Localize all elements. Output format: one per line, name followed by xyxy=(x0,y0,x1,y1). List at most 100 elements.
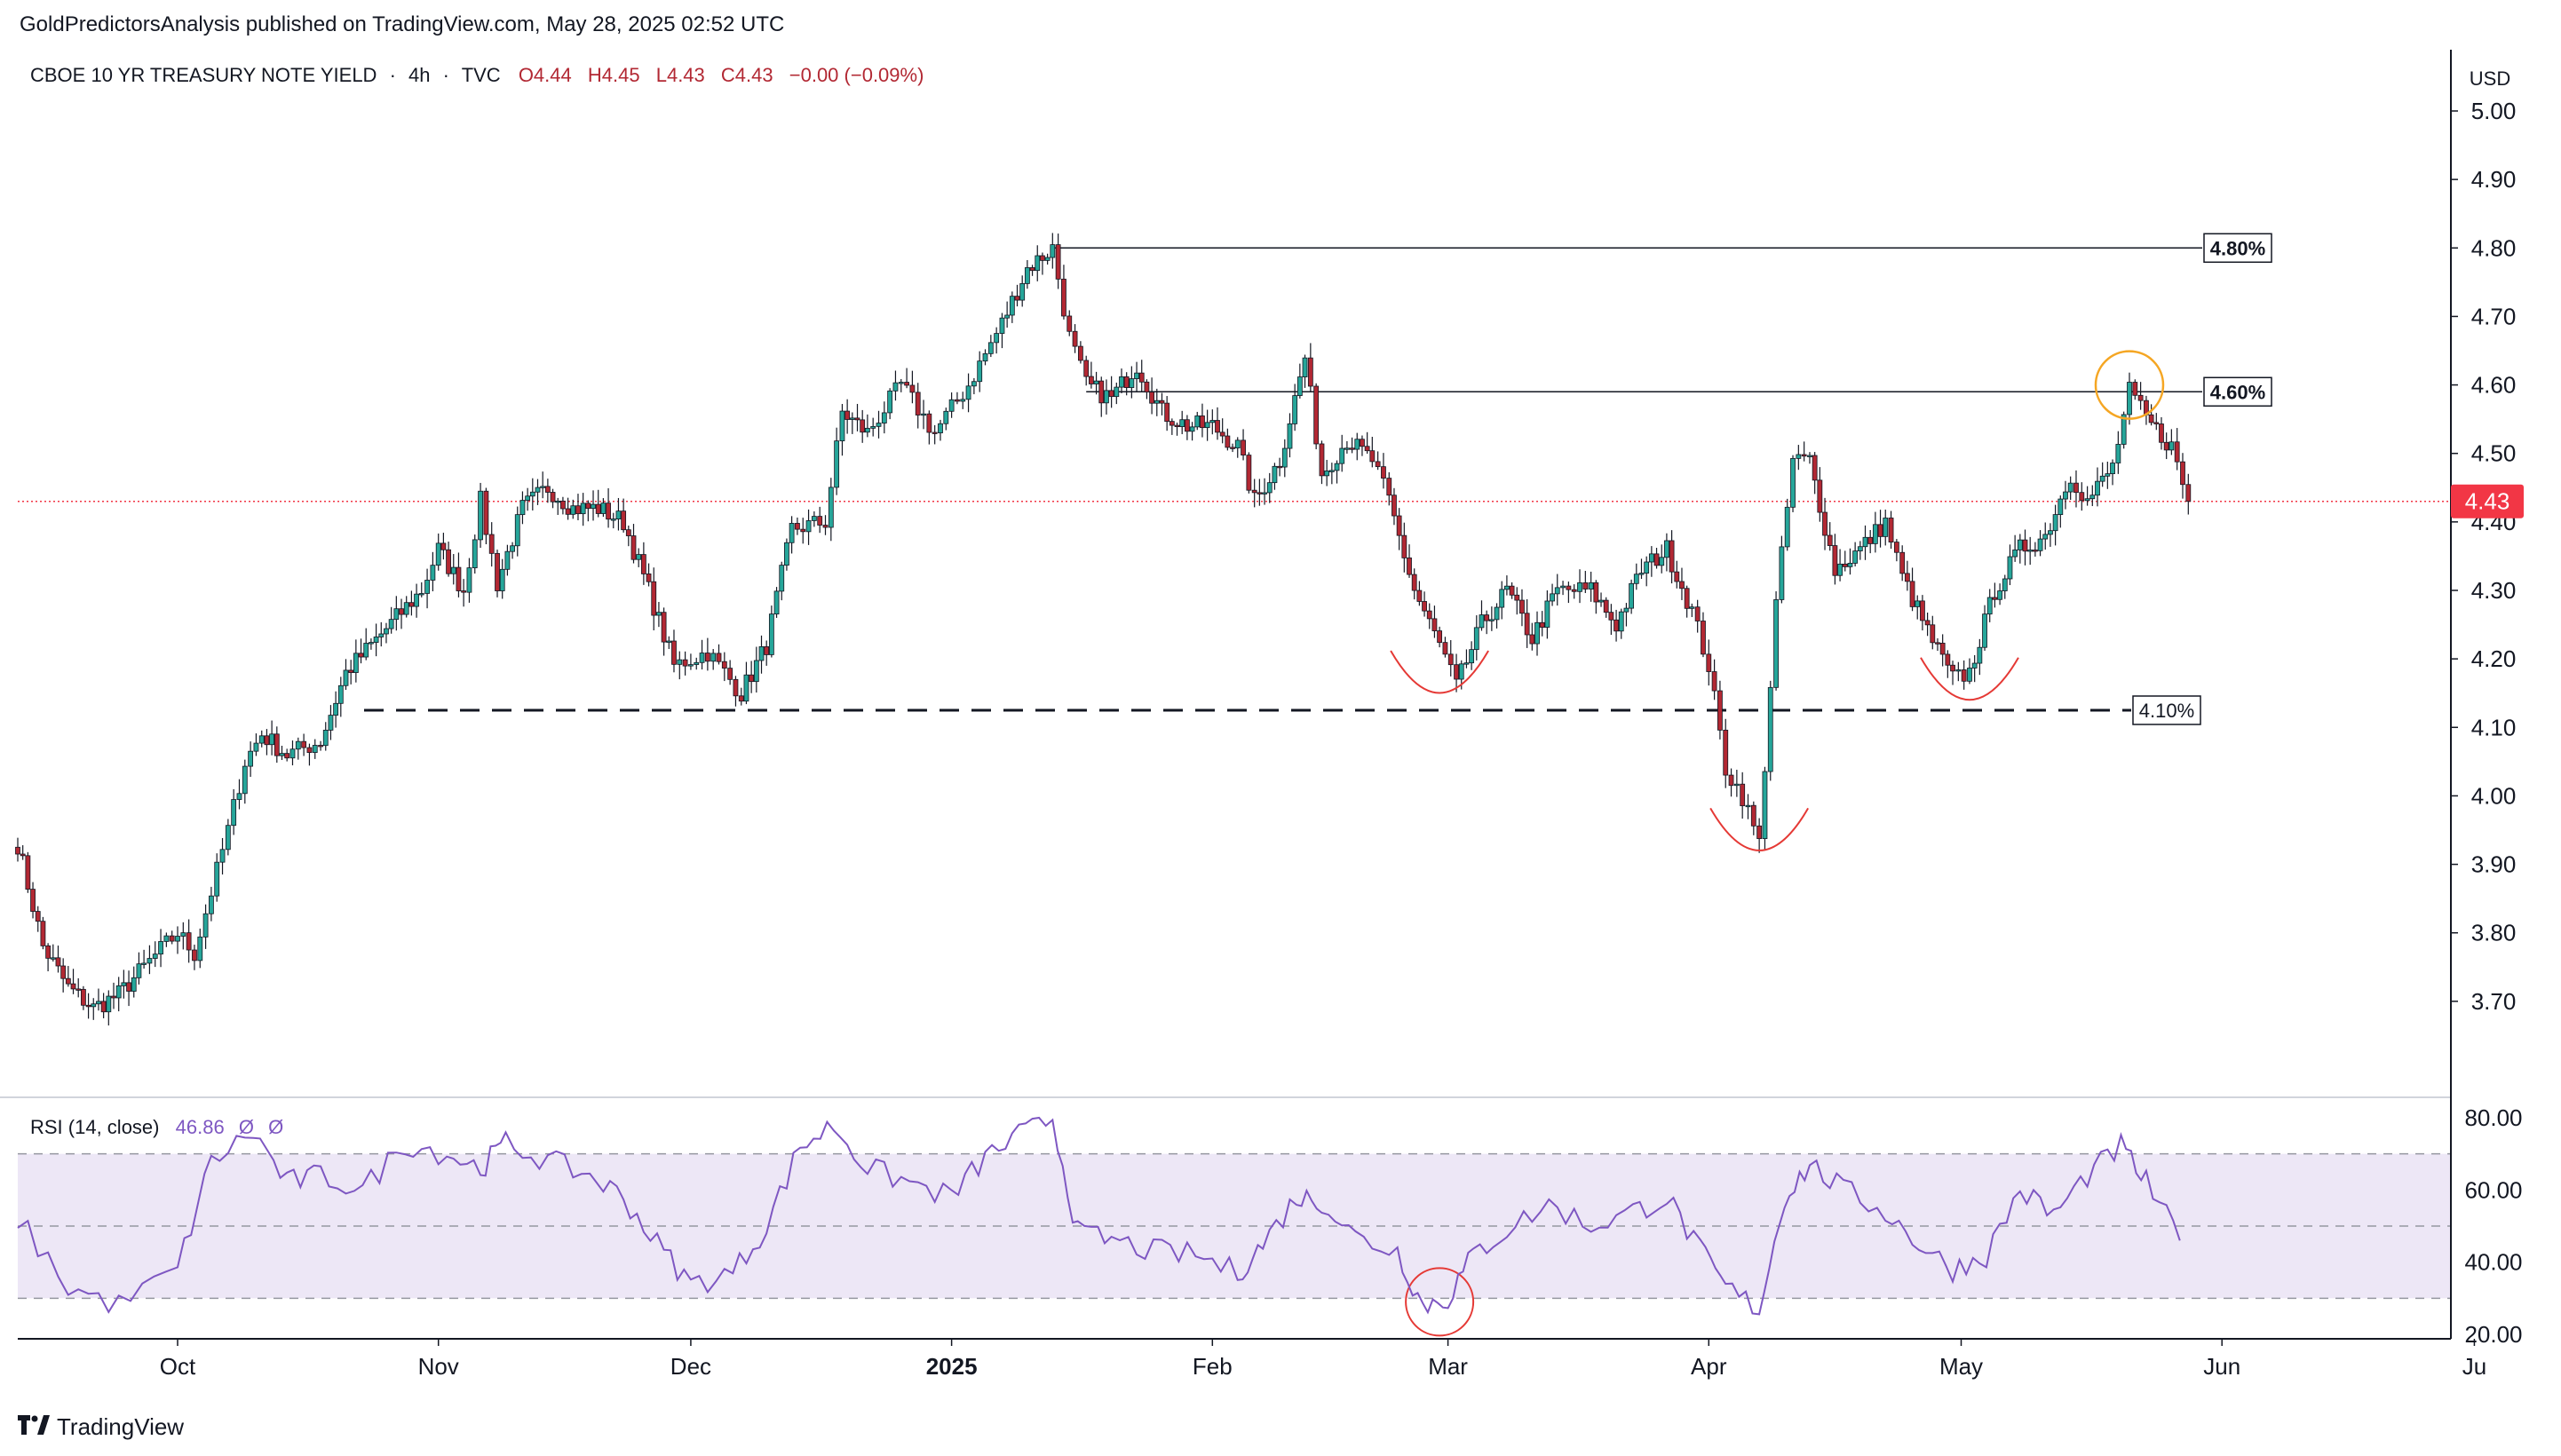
candle-body xyxy=(2185,484,2192,502)
candle-body xyxy=(1524,613,1530,636)
candle-body xyxy=(1717,690,1723,731)
candle-body xyxy=(1812,455,1818,481)
candle-body xyxy=(1266,482,1273,494)
pattern-annotations[interactable] xyxy=(1390,350,2165,1337)
candle-body xyxy=(1623,607,1629,613)
level-label-box xyxy=(2203,233,2272,264)
candle-body xyxy=(1251,489,1257,494)
candle-body xyxy=(2048,530,2053,535)
candle-body xyxy=(1035,255,1041,272)
candle-body xyxy=(1219,431,1225,437)
candle-body xyxy=(1442,642,1448,655)
level-label: 4.10% xyxy=(2139,700,2194,722)
candle-body xyxy=(1360,439,1365,447)
candle-body xyxy=(854,417,860,421)
candle-body xyxy=(1431,618,1438,631)
candle-body xyxy=(1588,582,1594,590)
candle-body xyxy=(1971,662,1978,669)
price-tick-label: 3.90 xyxy=(2471,851,2517,878)
candle-body xyxy=(909,384,916,393)
candle-body xyxy=(2084,498,2090,502)
horizontal-levels[interactable]: 4.80% 4.60% 4.10% xyxy=(364,233,2272,725)
time-tick-label: Apr xyxy=(1691,1353,1727,1380)
candle-body xyxy=(1888,518,1894,542)
candle-body xyxy=(1302,357,1308,377)
candle-body xyxy=(1534,621,1540,645)
ohlc-close: C4.43 xyxy=(721,64,773,86)
candle-body xyxy=(1144,381,1150,393)
candle-body xyxy=(1447,653,1454,666)
candle-body xyxy=(694,661,700,665)
candle-body xyxy=(758,646,765,661)
candle-body xyxy=(478,490,483,541)
highlight-circle xyxy=(2094,350,2165,420)
candle-body xyxy=(1072,330,1078,347)
candle-body xyxy=(1262,492,1267,495)
candle-body xyxy=(1519,599,1525,614)
legend-row[interactable]: CBOE 10 YR TREASURY NOTE YIELD · 4h · TV… xyxy=(30,64,924,86)
candle-body xyxy=(789,523,795,543)
candle-body xyxy=(844,410,851,420)
candle-body xyxy=(2095,480,2100,496)
tradingview-logo[interactable]: TradingView xyxy=(18,1412,184,1442)
candle-body xyxy=(1847,562,1853,567)
symbol-source: TVC xyxy=(462,64,501,86)
candle-body xyxy=(1009,296,1015,316)
candle-body xyxy=(1550,593,1555,602)
candle-body xyxy=(2017,539,2023,550)
candle-body xyxy=(180,932,186,937)
candle-body xyxy=(606,502,611,520)
candle-body xyxy=(948,399,955,412)
candle-body xyxy=(318,745,323,748)
time-tick-label: Nov xyxy=(418,1353,459,1380)
candle-body xyxy=(682,659,688,667)
candle-body xyxy=(721,661,727,669)
rsi-legend[interactable]: RSI (14, close) 46.86 Ø Ø xyxy=(30,1116,283,1138)
candle-body xyxy=(1664,540,1669,558)
currency-label[interactable]: USD xyxy=(2470,67,2510,90)
candle-body xyxy=(1004,314,1011,319)
candle-body xyxy=(2073,482,2079,494)
candle-body xyxy=(1499,589,1505,608)
candle-body xyxy=(544,486,551,493)
rsi-tick-label: 60.00 xyxy=(2464,1176,2522,1203)
candle-body xyxy=(1945,653,1951,666)
candle-body xyxy=(1773,599,1779,688)
candle-body xyxy=(1706,653,1712,672)
candle-body xyxy=(1967,668,1972,682)
candle-body xyxy=(1044,257,1051,261)
candle-body xyxy=(147,958,153,964)
rsi-band xyxy=(18,1152,2451,1300)
candle-body xyxy=(2137,394,2144,401)
candle-body xyxy=(1867,536,1874,544)
candle-body xyxy=(921,413,926,416)
last-price-tag[interactable]: 4.43 xyxy=(2451,484,2524,518)
candle-body xyxy=(1234,439,1241,449)
candle-body xyxy=(136,963,142,978)
candle-body xyxy=(384,628,389,635)
candle-body xyxy=(2002,578,2008,591)
candle-body xyxy=(1241,439,1246,455)
candle-body xyxy=(1598,599,1604,603)
candle-body xyxy=(197,936,203,961)
candle-body xyxy=(795,523,800,530)
candle-body xyxy=(960,399,966,402)
candle-body xyxy=(126,982,131,992)
candle-body xyxy=(2037,538,2043,551)
candle-body xyxy=(1961,669,1967,682)
candle-body xyxy=(1796,454,1802,459)
candle-body xyxy=(2063,491,2068,500)
candle-body xyxy=(2058,498,2064,516)
candle-body xyxy=(1159,400,1165,404)
price-tick-label: 4.10 xyxy=(2471,714,2517,740)
candle-body xyxy=(1257,492,1263,495)
price-tick-label: 4.00 xyxy=(2471,782,2517,809)
candle-body xyxy=(1950,664,1955,672)
candle-body xyxy=(1733,783,1740,787)
candle-body xyxy=(646,574,652,582)
candle-body xyxy=(738,695,744,702)
candle-body xyxy=(1484,614,1490,621)
candle-body xyxy=(1077,345,1083,361)
candle-body xyxy=(1104,390,1109,404)
